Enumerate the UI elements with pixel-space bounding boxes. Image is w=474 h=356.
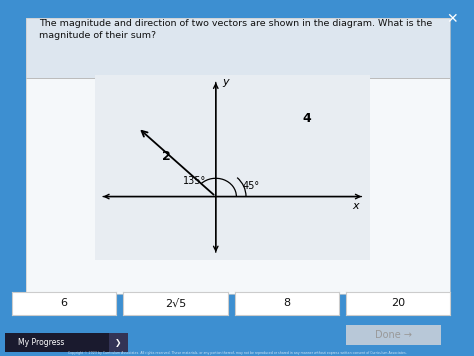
Text: 135°: 135°	[183, 176, 207, 186]
Text: The magnitude and direction of two vectors are shown in the diagram. What is the: The magnitude and direction of two vecto…	[39, 19, 432, 40]
Text: Copyright © 2023 by Curriculum Associates. All rights reserved. These materials,: Copyright © 2023 by Curriculum Associate…	[68, 351, 406, 355]
Text: 20: 20	[391, 298, 405, 309]
Text: y: y	[222, 77, 229, 87]
Text: 2: 2	[162, 150, 170, 163]
Text: 4: 4	[303, 112, 311, 125]
Text: 6: 6	[61, 298, 67, 309]
Text: ✕: ✕	[446, 12, 457, 26]
FancyBboxPatch shape	[26, 18, 450, 79]
Text: Done →: Done →	[375, 330, 412, 340]
Text: 45°: 45°	[243, 181, 260, 191]
Text: ❯: ❯	[115, 338, 122, 347]
Text: 8: 8	[283, 298, 291, 309]
Text: My Progress: My Progress	[18, 338, 64, 347]
Text: x: x	[353, 201, 359, 211]
Text: 2√5: 2√5	[165, 298, 186, 309]
